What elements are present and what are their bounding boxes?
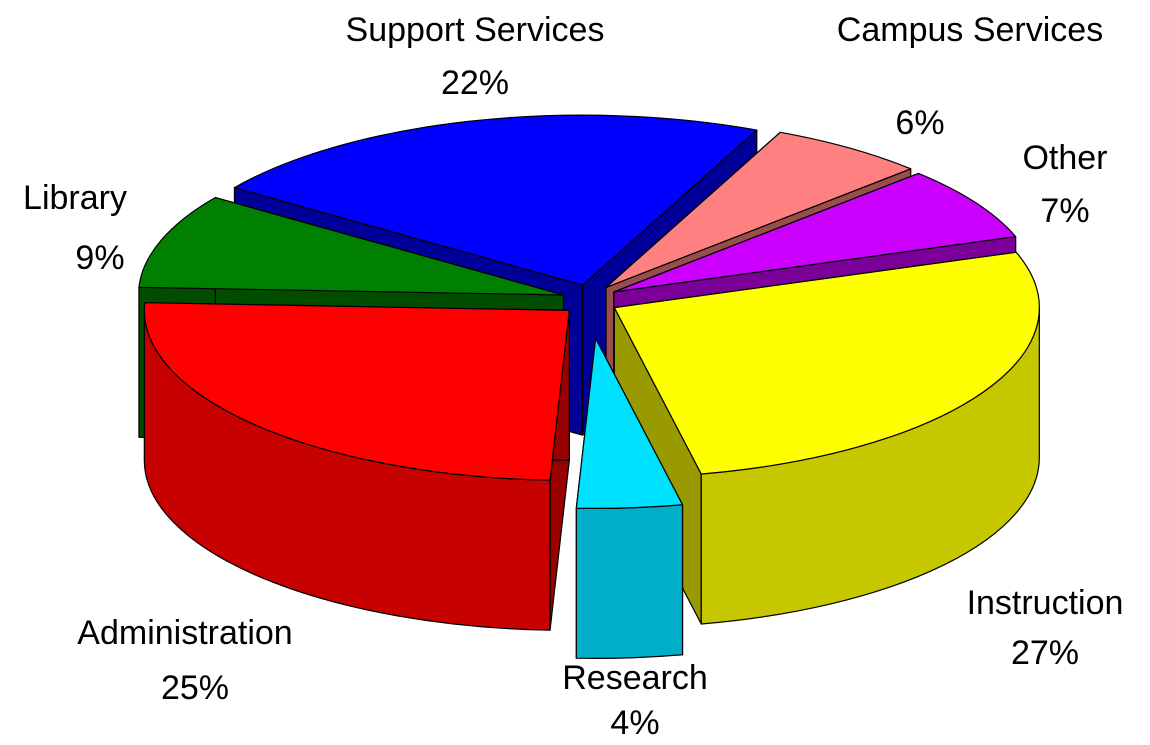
slice-top <box>613 172 1017 293</box>
slice-label: Instruction <box>967 584 1124 622</box>
slice-label: Other <box>1022 139 1107 177</box>
slice-value-label: 22% <box>441 64 509 102</box>
slice-label: Administration <box>77 614 292 652</box>
slice-label: Research <box>562 659 708 697</box>
slice-label: Campus Services <box>837 11 1103 49</box>
slice-top <box>613 251 1040 475</box>
slice-value-label: 9% <box>75 239 124 277</box>
slice-value-label: 27% <box>1011 634 1079 672</box>
slice-value-label: 4% <box>610 704 659 742</box>
slice-top <box>138 196 565 296</box>
slice-wall <box>575 504 684 659</box>
slice-label: Support Services <box>346 11 605 49</box>
slice-label: Library <box>23 179 127 217</box>
slice-top <box>143 302 570 481</box>
slice-value-label: 25% <box>161 669 229 707</box>
slice-top <box>233 114 758 286</box>
slice-top <box>575 337 684 509</box>
slice-value-label: 6% <box>895 104 944 142</box>
slice-value-label: 7% <box>1040 192 1089 230</box>
slice-top <box>605 131 912 288</box>
